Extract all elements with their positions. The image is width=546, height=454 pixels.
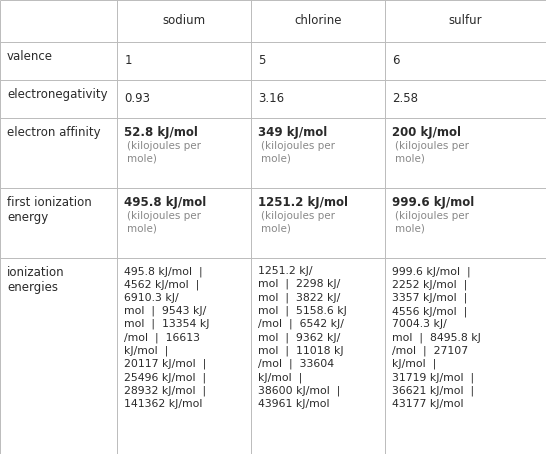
- Text: electronegativity: electronegativity: [7, 88, 108, 101]
- Text: (kilojoules per
mole): (kilojoules per mole): [127, 211, 201, 233]
- Text: valence: valence: [7, 50, 53, 63]
- Text: (kilojoules per
mole): (kilojoules per mole): [261, 141, 335, 163]
- Text: (kilojoules per
mole): (kilojoules per mole): [395, 211, 469, 233]
- Text: 495.8 kJ/mol  |
4562 kJ/mol  |
6910.3 kJ/
mol  |  9543 kJ/
mol  |  13354 kJ
/mol: 495.8 kJ/mol | 4562 kJ/mol | 6910.3 kJ/ …: [124, 266, 210, 409]
- Text: 6: 6: [392, 54, 400, 68]
- Text: 1251.2 kJ/mol: 1251.2 kJ/mol: [258, 196, 348, 209]
- Text: 2.58: 2.58: [392, 93, 418, 105]
- Text: sodium: sodium: [163, 15, 206, 28]
- Text: chlorine: chlorine: [294, 15, 342, 28]
- Text: 495.8 kJ/mol: 495.8 kJ/mol: [124, 196, 207, 209]
- Text: 5: 5: [258, 54, 266, 68]
- Text: first ionization
energy: first ionization energy: [7, 196, 92, 224]
- Text: (kilojoules per
mole): (kilojoules per mole): [395, 141, 469, 163]
- Text: (kilojoules per
mole): (kilojoules per mole): [127, 141, 201, 163]
- Text: sulfur: sulfur: [449, 15, 482, 28]
- Text: ionization
energies: ionization energies: [7, 266, 65, 294]
- Text: 1: 1: [124, 54, 132, 68]
- Text: (kilojoules per
mole): (kilojoules per mole): [261, 211, 335, 233]
- Text: 999.6 kJ/mol  |
2252 kJ/mol  |
3357 kJ/mol  |
4556 kJ/mol  |
7004.3 kJ/
mol  |  : 999.6 kJ/mol | 2252 kJ/mol | 3357 kJ/mol…: [392, 266, 481, 409]
- Text: 999.6 kJ/mol: 999.6 kJ/mol: [392, 196, 474, 209]
- Text: 200 kJ/mol: 200 kJ/mol: [392, 126, 461, 139]
- Text: electron affinity: electron affinity: [7, 126, 100, 139]
- Text: 349 kJ/mol: 349 kJ/mol: [258, 126, 328, 139]
- Text: 52.8 kJ/mol: 52.8 kJ/mol: [124, 126, 198, 139]
- Text: 1251.2 kJ/
mol  |  2298 kJ/
mol  |  3822 kJ/
mol  |  5158.6 kJ
/mol  |  6542 kJ/: 1251.2 kJ/ mol | 2298 kJ/ mol | 3822 kJ/…: [258, 266, 347, 409]
- Text: 3.16: 3.16: [258, 93, 284, 105]
- Text: 0.93: 0.93: [124, 93, 151, 105]
